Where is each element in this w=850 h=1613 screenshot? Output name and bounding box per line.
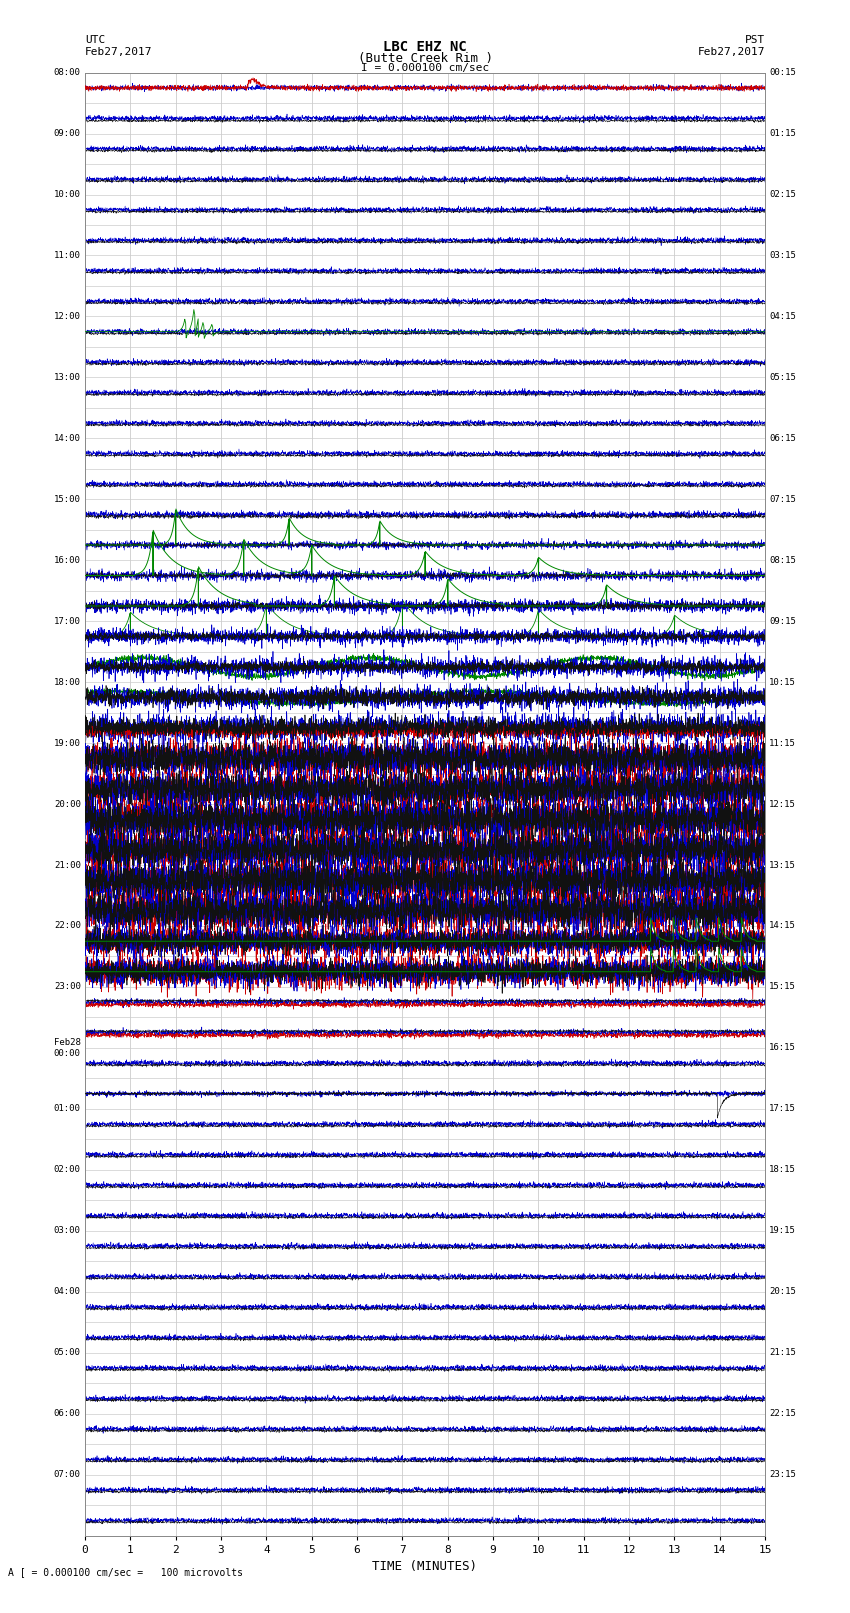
Text: 01:15: 01:15 [769,129,796,139]
Text: 00:15: 00:15 [769,68,796,77]
Text: A [ = 0.000100 cm/sec =   100 microvolts: A [ = 0.000100 cm/sec = 100 microvolts [8,1568,243,1578]
Text: 08:15: 08:15 [769,556,796,565]
Text: 11:00: 11:00 [54,252,81,260]
Text: 22:15: 22:15 [769,1410,796,1418]
Text: UTC
Feb27,2017: UTC Feb27,2017 [85,35,152,56]
Text: 09:15: 09:15 [769,616,796,626]
Text: 12:00: 12:00 [54,311,81,321]
Text: 15:00: 15:00 [54,495,81,503]
Text: 14:00: 14:00 [54,434,81,444]
Text: 07:15: 07:15 [769,495,796,503]
Text: 15:15: 15:15 [769,982,796,992]
Text: 19:00: 19:00 [54,739,81,747]
Text: 23:00: 23:00 [54,982,81,992]
Text: 02:15: 02:15 [769,190,796,198]
Text: 18:15: 18:15 [769,1165,796,1174]
Text: 08:00: 08:00 [54,68,81,77]
Text: 10:00: 10:00 [54,190,81,198]
Text: 18:00: 18:00 [54,677,81,687]
Text: 16:15: 16:15 [769,1044,796,1052]
Text: 06:15: 06:15 [769,434,796,444]
Text: 10:15: 10:15 [769,677,796,687]
Text: 22:00: 22:00 [54,921,81,931]
Text: 13:15: 13:15 [769,861,796,869]
Text: 20:00: 20:00 [54,800,81,808]
Text: 19:15: 19:15 [769,1226,796,1236]
Text: PST
Feb27,2017: PST Feb27,2017 [698,35,765,56]
Text: 03:00: 03:00 [54,1226,81,1236]
Text: 12:15: 12:15 [769,800,796,808]
Text: Feb28
00:00: Feb28 00:00 [54,1039,81,1058]
Text: (Butte Creek Rim ): (Butte Creek Rim ) [358,52,492,65]
Text: 16:00: 16:00 [54,556,81,565]
Text: 07:00: 07:00 [54,1469,81,1479]
Text: 04:00: 04:00 [54,1287,81,1297]
Text: 03:15: 03:15 [769,252,796,260]
X-axis label: TIME (MINUTES): TIME (MINUTES) [372,1560,478,1573]
Text: LBC EHZ NC: LBC EHZ NC [383,40,467,55]
Text: 21:15: 21:15 [769,1348,796,1357]
Text: 05:15: 05:15 [769,373,796,382]
Text: 01:00: 01:00 [54,1105,81,1113]
Text: 05:00: 05:00 [54,1348,81,1357]
Text: 14:15: 14:15 [769,921,796,931]
Text: 21:00: 21:00 [54,861,81,869]
Text: 06:00: 06:00 [54,1410,81,1418]
Text: 02:00: 02:00 [54,1165,81,1174]
Text: 20:15: 20:15 [769,1287,796,1297]
Text: 13:00: 13:00 [54,373,81,382]
Text: I = 0.000100 cm/sec: I = 0.000100 cm/sec [361,63,489,73]
Text: 09:00: 09:00 [54,129,81,139]
Text: 04:15: 04:15 [769,311,796,321]
Text: 17:15: 17:15 [769,1105,796,1113]
Text: 17:00: 17:00 [54,616,81,626]
Text: 23:15: 23:15 [769,1469,796,1479]
Text: 11:15: 11:15 [769,739,796,747]
